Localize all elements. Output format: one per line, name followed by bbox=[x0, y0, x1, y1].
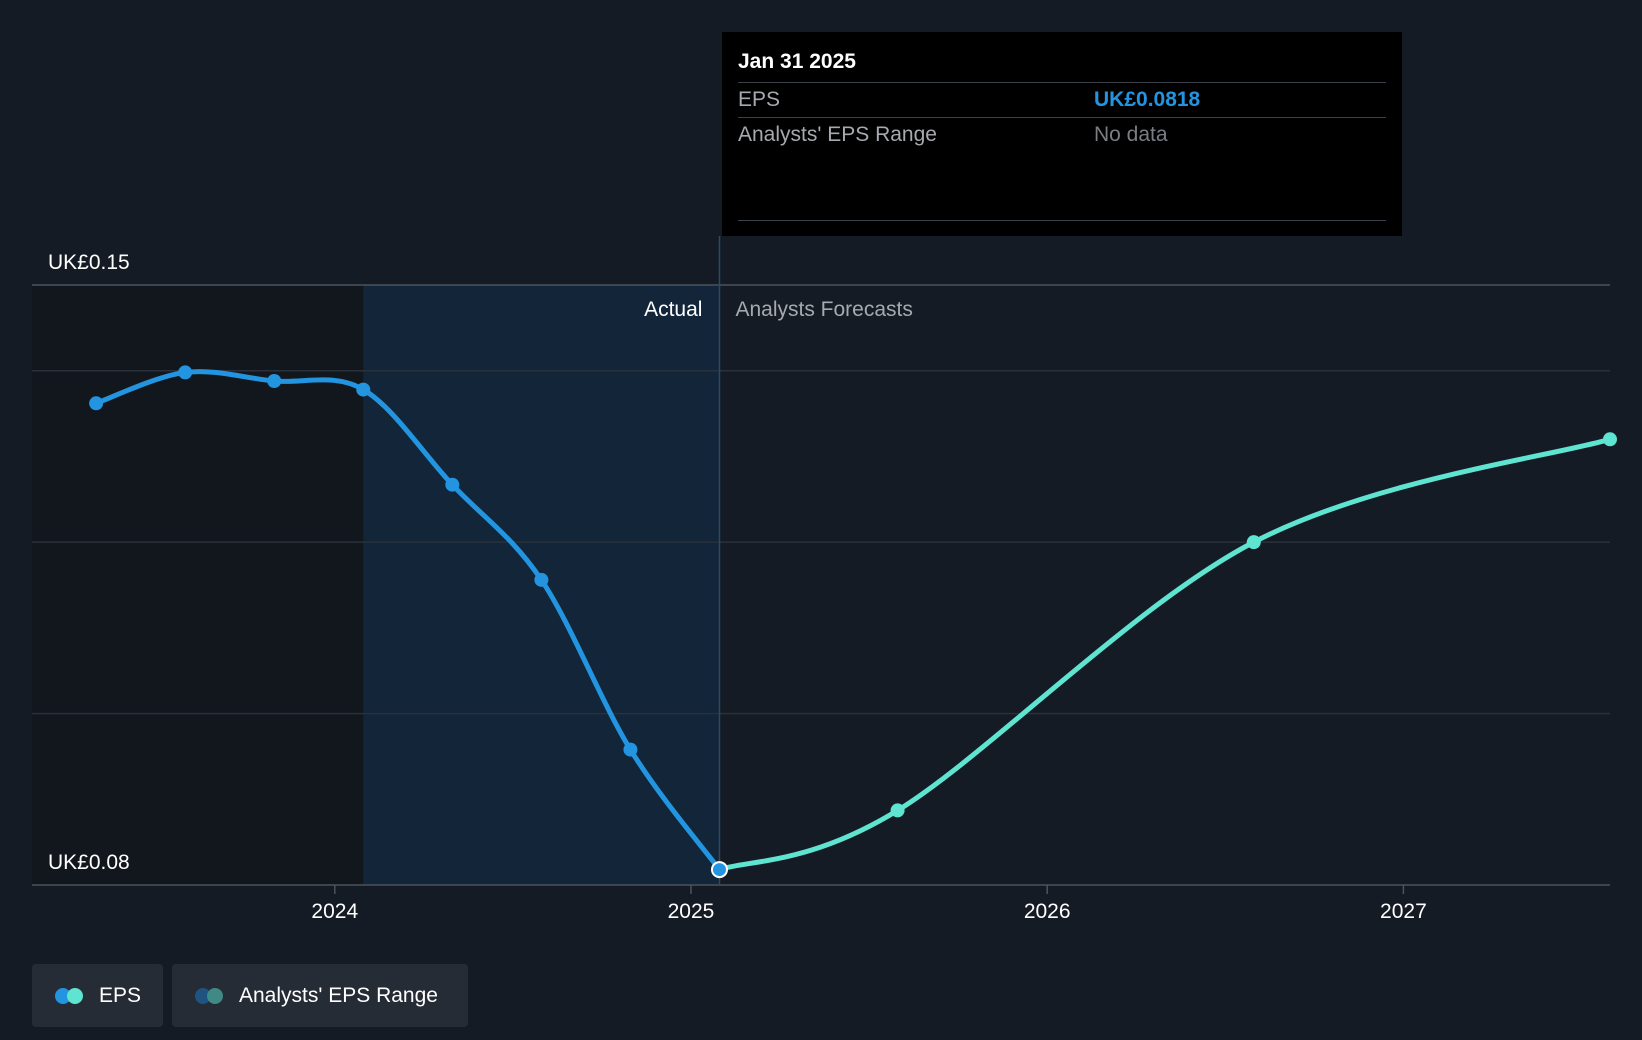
eps-actual-point[interactable] bbox=[356, 382, 371, 397]
tooltip-range-row: Analysts' EPS Range No data bbox=[738, 118, 1386, 220]
eps-actual-point[interactable] bbox=[445, 477, 460, 492]
tooltip-range-value: No data bbox=[1094, 123, 1168, 146]
eps-forecast-line bbox=[716, 436, 1613, 873]
x-tick-label: 2027 bbox=[1380, 900, 1427, 923]
tooltip-eps-label: EPS bbox=[738, 88, 781, 111]
eps-legend-icon bbox=[55, 987, 85, 1005]
eps-forecast-point[interactable] bbox=[1246, 535, 1261, 550]
actual-label: Actual bbox=[644, 298, 702, 321]
legend-range-label: Analysts' EPS Range bbox=[239, 983, 438, 1007]
legend-eps[interactable]: EPS bbox=[32, 964, 163, 1027]
tooltip-divider bbox=[738, 220, 1386, 221]
historical-region bbox=[32, 285, 364, 885]
legend-analysts-range[interactable]: Analysts' EPS Range bbox=[172, 964, 468, 1027]
legend-eps-label: EPS bbox=[99, 983, 142, 1007]
eps-tooltip: Jan 31 2025 EPS UK£0.0818 Analysts' EPS … bbox=[722, 32, 1402, 236]
y-axis-label: UK£0.08 bbox=[48, 851, 130, 874]
tooltip-date: Jan 31 2025 bbox=[738, 46, 1386, 83]
tooltip-range-label: Analysts' EPS Range bbox=[738, 123, 937, 146]
eps-actual-point[interactable] bbox=[534, 572, 549, 587]
eps-actual-point[interactable] bbox=[178, 365, 193, 380]
eps-forecast-point[interactable] bbox=[1603, 432, 1617, 447]
eps-actual-point[interactable] bbox=[623, 742, 638, 757]
tooltip-eps-value: UK£0.0818 bbox=[1094, 88, 1201, 111]
range-legend-icon bbox=[195, 987, 225, 1005]
forecasts-label: Analysts Forecasts bbox=[735, 298, 912, 321]
eps-actual-point[interactable] bbox=[89, 396, 104, 411]
x-tick-label: 2025 bbox=[668, 900, 715, 923]
x-tick-label: 2024 bbox=[311, 900, 358, 923]
y-axis-label: UK£0.15 bbox=[48, 251, 130, 274]
eps-forecast-point[interactable] bbox=[890, 803, 905, 818]
eps-actual-point[interactable] bbox=[267, 374, 282, 388]
eps-selected-point[interactable] bbox=[710, 861, 728, 879]
x-tick-label: 2026 bbox=[1024, 900, 1071, 923]
tooltip-eps-row: EPS UK£0.0818 bbox=[738, 83, 1386, 118]
